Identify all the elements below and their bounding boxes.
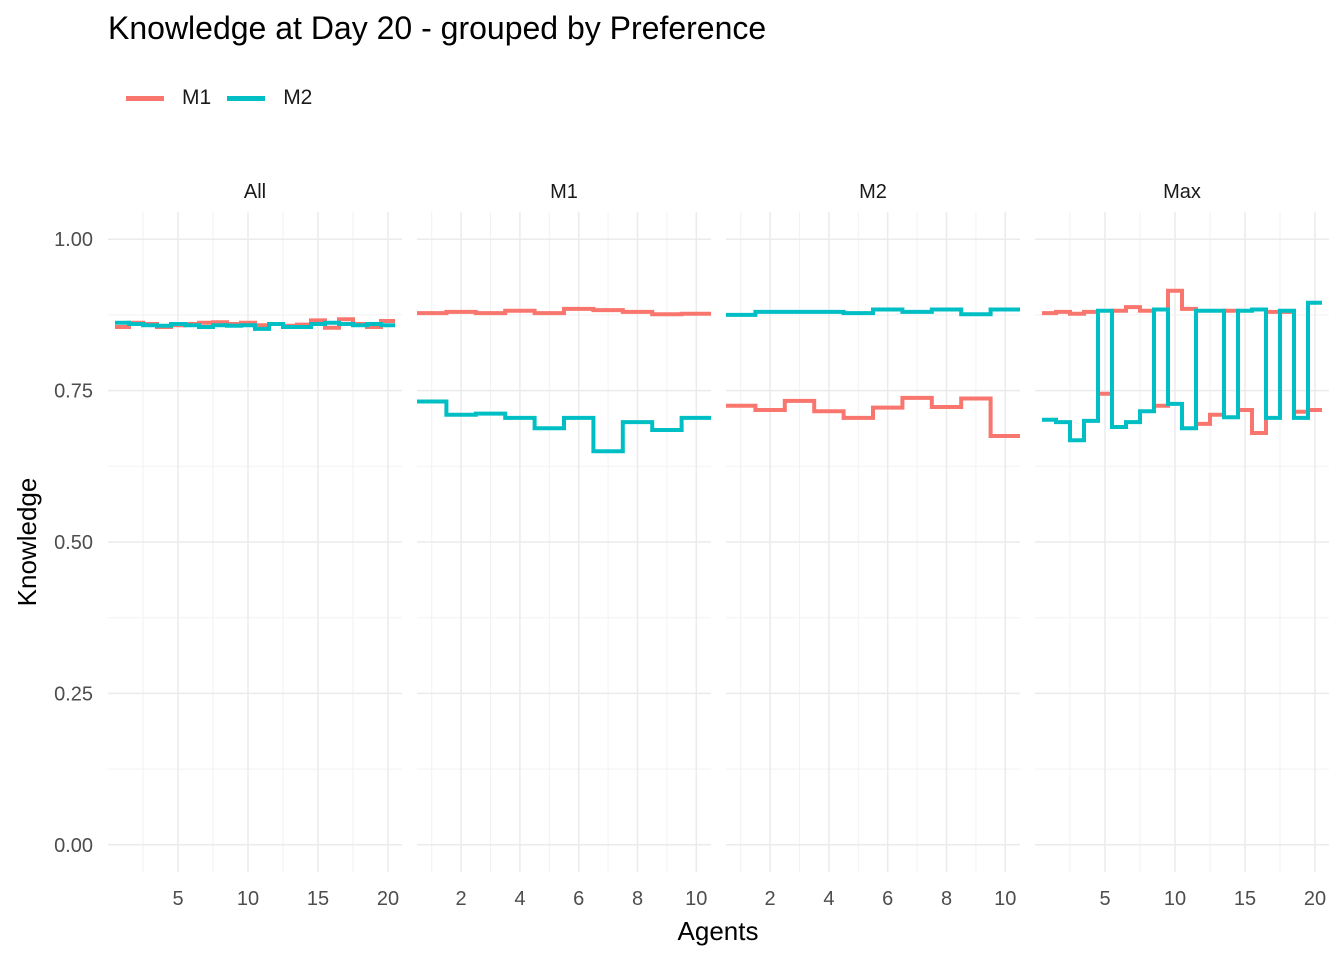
legend-swatch-m1 (126, 95, 164, 101)
x-tick-label: 6 (573, 888, 584, 910)
x-tick-label: 10 (685, 888, 707, 910)
legend-label-m2: M2 (283, 86, 313, 109)
y-tick-label: 0.25 (54, 683, 93, 705)
series-line-m2 (115, 320, 395, 331)
x-tick-label: 2 (765, 888, 776, 910)
legend: M1 M2 (126, 86, 328, 110)
x-tick-label: 20 (1304, 888, 1326, 910)
x-tick-label: 8 (941, 888, 952, 910)
x-tick-label: 2 (456, 888, 467, 910)
chart-title: Knowledge at Day 20 - grouped by Prefere… (108, 10, 767, 46)
x-tick-label: 4 (514, 888, 525, 910)
series-line-m1 (726, 395, 1020, 438)
y-tick-label: 0.50 (54, 532, 93, 554)
x-tick-label: 15 (1234, 888, 1256, 910)
x-tick-label: 10 (1164, 888, 1186, 910)
x-tick-label: 4 (823, 888, 834, 910)
y-tick-label: 0.75 (54, 381, 93, 403)
x-tick-label: 8 (632, 888, 643, 910)
legend-swatch-m2 (227, 95, 266, 101)
x-tick-label: 15 (307, 888, 329, 910)
series-line-m2 (1042, 300, 1322, 443)
facet-strip-label: All (244, 181, 266, 203)
legend-item-m1: M1 (126, 86, 211, 110)
series-line-m1 (417, 306, 711, 317)
facet-strip-label: Max (1163, 181, 1201, 203)
x-axis-title: Agents (678, 916, 759, 946)
y-axis-title: Knowledge (12, 478, 42, 607)
x-tick-label: 10 (237, 888, 259, 910)
y-tick-label: 1.00 (54, 229, 93, 251)
facet-strip-label: M1 (550, 181, 578, 203)
x-tick-label: 5 (172, 888, 183, 910)
legend-item-m2: M2 (227, 86, 312, 110)
series-line-m2 (417, 399, 711, 454)
y-tick-label: 0.00 (54, 835, 93, 857)
facet-strip-label: M2 (859, 181, 887, 203)
x-tick-label: 6 (882, 888, 893, 910)
x-tick-label: 10 (994, 888, 1016, 910)
x-tick-label: 20 (377, 888, 399, 910)
x-tick-label: 5 (1099, 888, 1110, 910)
series-line-m2 (726, 307, 1020, 317)
legend-label-m1: M1 (182, 86, 212, 109)
